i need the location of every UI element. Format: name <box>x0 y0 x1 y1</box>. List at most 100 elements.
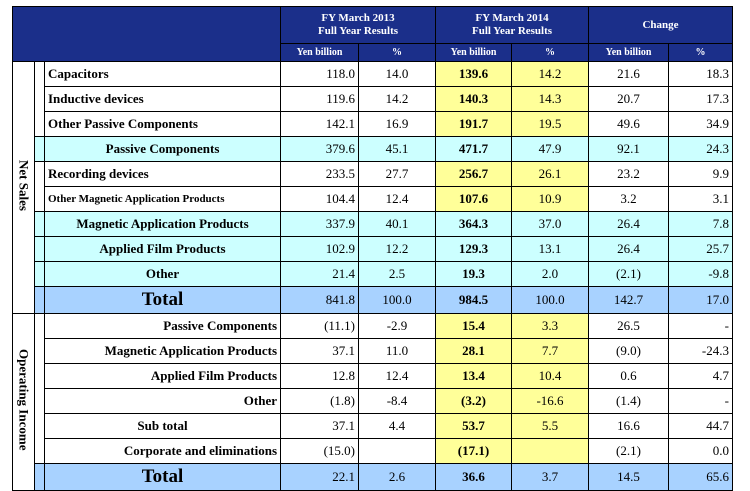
row-label: Applied Film Products <box>43 363 282 389</box>
row-label: Other Magnetic Application Products <box>43 186 282 212</box>
cell: 14.0 <box>358 61 437 87</box>
cell: 9.9 <box>668 161 734 187</box>
cell: 16.6 <box>588 413 670 439</box>
cell: 337.9 <box>280 211 360 237</box>
cell: -16.6 <box>511 388 590 414</box>
cell: 140.3 <box>435 86 513 112</box>
table-row: Magnetic Application Products 337.9 40.1… <box>12 211 734 237</box>
cell: 984.5 <box>435 286 513 314</box>
cell: 13.1 <box>511 236 590 262</box>
table-row: Other Magnetic Application Products 104.… <box>13 186 734 212</box>
cell: 100.0 <box>358 286 437 314</box>
table-row: Other 21.4 2.5 19.3 2.0 (2.1) -9.8 <box>12 261 734 287</box>
cell: 12.2 <box>358 236 437 262</box>
header-row: FY March 2013 Full Year Results FY March … <box>11 6 734 62</box>
cell <box>511 438 590 464</box>
cell: 104.4 <box>280 186 360 212</box>
cell: 7.8 <box>668 211 734 237</box>
cell: 3.3 <box>511 313 590 339</box>
cell: 0.6 <box>588 363 670 389</box>
cell: 471.7 <box>435 136 513 162</box>
header-change: Change <box>588 6 734 44</box>
cell: 12.4 <box>358 186 437 212</box>
cell: 118.0 <box>280 61 360 87</box>
cell: 10.9 <box>511 186 590 212</box>
cell: 24.3 <box>668 136 734 162</box>
cell: 17.3 <box>668 86 734 112</box>
cell: 47.9 <box>511 136 590 162</box>
cell: 12.8 <box>280 363 360 389</box>
cell: 256.7 <box>435 161 513 187</box>
cell: 37.0 <box>511 211 590 237</box>
cell: 4.7 <box>668 363 734 389</box>
cell: 21.4 <box>280 261 360 287</box>
cell: -24.3 <box>668 338 734 364</box>
cell: 34.9 <box>668 111 734 137</box>
cell: (15.0) <box>280 438 360 464</box>
table-row: Net Sales Capacitors 118.0 14.0 139.6 14… <box>12 61 734 314</box>
row-label: Passive Components <box>43 313 282 339</box>
table-row: Applied Film Products 102.9 12.2 129.3 1… <box>12 236 734 262</box>
cell: (17.1) <box>435 438 513 464</box>
cell: 26.4 <box>588 236 670 262</box>
cell: 40.1 <box>358 211 437 237</box>
cell: 10.4 <box>511 363 590 389</box>
operating-income-label: Operating Income <box>12 313 35 491</box>
cell: 3.2 <box>588 186 670 212</box>
cell: 19.5 <box>511 111 590 137</box>
cell: 37.1 <box>280 413 360 439</box>
cell: 14.2 <box>511 61 590 87</box>
cell: 12.4 <box>358 363 437 389</box>
row-label: Sub total <box>43 413 282 439</box>
table-row: Applied Film Products 12.8 12.4 13.4 10.… <box>13 363 734 389</box>
cell: 119.6 <box>280 86 360 112</box>
cell: 27.7 <box>358 161 437 187</box>
cell: (1.4) <box>588 388 670 414</box>
total-row: Total 841.8 100.0 984.5 100.0 142.7 17.0 <box>12 286 734 314</box>
cell: 20.7 <box>588 86 670 112</box>
cell: 3.7 <box>511 463 590 491</box>
results-table: FY March 2013 Full Year Results FY March … <box>11 6 734 491</box>
cell: 17.0 <box>668 286 734 314</box>
cell: 22.1 <box>280 463 360 491</box>
cell: 13.4 <box>435 363 513 389</box>
row-label: Other <box>43 388 282 414</box>
cell: 36.6 <box>435 463 513 491</box>
total-label: Total <box>43 286 282 314</box>
cell: 7.7 <box>511 338 590 364</box>
cell: 4.4 <box>358 413 437 439</box>
row-label: Corporate and eliminations <box>43 438 282 464</box>
cell: 129.3 <box>435 236 513 262</box>
cell: -9.8 <box>668 261 734 287</box>
table-row: Other (1.8) -8.4 (3.2) -16.6 (1.4) - <box>13 388 734 414</box>
unit-yen: Yen billion <box>588 43 670 62</box>
cell: 28.1 <box>435 338 513 364</box>
cell: -8.4 <box>358 388 437 414</box>
table-row: Corporate and eliminations (15.0) (17.1)… <box>13 438 734 464</box>
cell: 44.7 <box>668 413 734 439</box>
unit-pct: % <box>511 43 590 62</box>
cell: 37.1 <box>280 338 360 364</box>
cell: 100.0 <box>511 286 590 314</box>
cell: 23.2 <box>588 161 670 187</box>
cell: 11.0 <box>358 338 437 364</box>
cell: 139.6 <box>435 61 513 87</box>
header-fy2013: FY March 2013 Full Year Results <box>280 6 437 44</box>
table-row: Inductive devices 119.6 14.2 140.3 14.3 … <box>13 86 734 112</box>
cell: 364.3 <box>435 211 513 237</box>
row-label: Capacitors <box>43 61 282 87</box>
unit-yen: Yen billion <box>280 43 360 62</box>
cell: 14.2 <box>358 86 437 112</box>
cell: 21.6 <box>588 61 670 87</box>
total-label: Total <box>43 463 282 491</box>
cell: 25.7 <box>668 236 734 262</box>
row-label: Other Passive Components <box>43 111 282 137</box>
header-corner <box>11 6 282 62</box>
unit-pct: % <box>358 43 437 62</box>
cell: 191.7 <box>435 111 513 137</box>
cell: 841.8 <box>280 286 360 314</box>
unit-yen: Yen billion <box>435 43 513 62</box>
table-row: Magnetic Application Products 37.1 11.0 … <box>13 338 734 364</box>
unit-pct: % <box>668 43 734 62</box>
table-row: Operating Income Passive Components (11.… <box>12 313 734 491</box>
